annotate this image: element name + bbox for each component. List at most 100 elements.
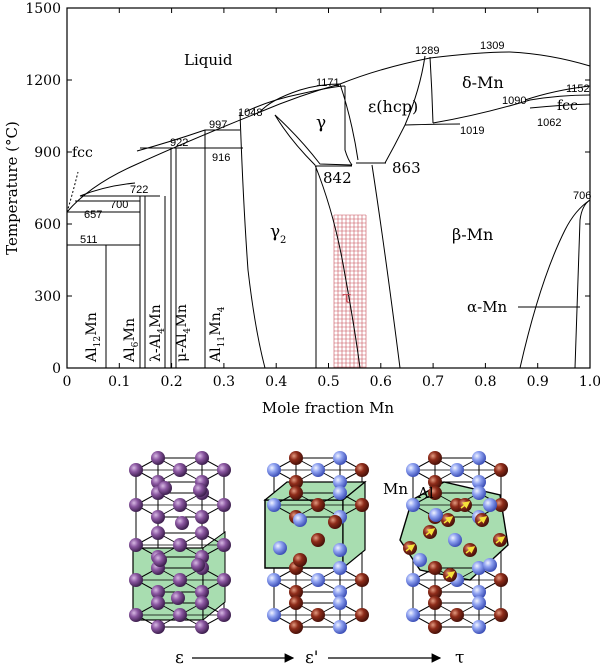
purple-atom bbox=[195, 620, 209, 634]
purple-atom bbox=[173, 538, 187, 552]
fcc-right-lower bbox=[529, 103, 591, 109]
fcc-right-upper bbox=[524, 85, 591, 101]
purple-atom bbox=[129, 463, 143, 477]
beta-right bbox=[519, 199, 591, 369]
compound-label: μ-Al4 Mn bbox=[174, 304, 193, 362]
mn-atom bbox=[355, 498, 369, 512]
al-atom bbox=[311, 463, 325, 477]
fcc-left-boundary bbox=[66, 171, 79, 213]
phase-diagram: 0 0.1 0.2 0.3 0.4 0.5 0.6 0.7 0.8 0.9 1.0 0 300 600 9… bbox=[3, 1, 600, 417]
al-atom bbox=[429, 508, 443, 522]
al-atom bbox=[333, 451, 347, 465]
epsilon-structure bbox=[129, 451, 231, 634]
temp-label: 511 bbox=[80, 234, 98, 246]
phase-delta-mn: δ-Mn bbox=[462, 73, 504, 92]
x-tick-label: 0.1 bbox=[108, 374, 130, 390]
purple-atom bbox=[175, 516, 189, 530]
purple-atom bbox=[173, 463, 187, 477]
phase-gamma: γ bbox=[316, 113, 326, 133]
phase-liquid: Liquid bbox=[184, 51, 233, 69]
al-atom bbox=[406, 573, 420, 587]
temp-label: 922 bbox=[170, 137, 188, 149]
spin-arrow bbox=[443, 516, 454, 524]
phase-fcc-right: fcc bbox=[557, 98, 578, 114]
mn-atom bbox=[311, 498, 325, 512]
purple-atom bbox=[173, 573, 187, 587]
mn-atom bbox=[355, 463, 369, 477]
liquidus-line bbox=[66, 51, 591, 213]
purple-atom bbox=[195, 596, 209, 610]
purple-atom bbox=[151, 596, 165, 610]
al-atom bbox=[472, 451, 486, 465]
y-tick-label: 1200 bbox=[25, 73, 61, 89]
x-tick-label: 0.4 bbox=[265, 374, 287, 390]
purple-atom bbox=[129, 498, 143, 512]
mn-atom bbox=[428, 596, 442, 610]
temp-label: 863 bbox=[392, 159, 421, 177]
mn-atom bbox=[494, 608, 508, 622]
al-atom bbox=[472, 486, 486, 500]
temp-label: 916 bbox=[212, 152, 230, 164]
y-axis: 0 300 600 900 1200 1500 bbox=[25, 1, 590, 377]
al-atom bbox=[406, 498, 420, 512]
mn-atom bbox=[494, 463, 508, 477]
mn-atom bbox=[428, 486, 442, 500]
y-tick-label: 1500 bbox=[25, 1, 61, 17]
al-atom bbox=[333, 585, 347, 599]
y-tick-label: 0 bbox=[52, 361, 61, 377]
mn-atom bbox=[289, 596, 303, 610]
al-atom bbox=[293, 513, 307, 527]
mn-atom bbox=[428, 561, 442, 575]
spin-arrow bbox=[465, 546, 476, 554]
phase-epsilon-hcp: ε(hcp) bbox=[368, 97, 418, 116]
mn-atom bbox=[494, 498, 508, 512]
al-atom bbox=[267, 608, 281, 622]
temp-label: 1090 bbox=[502, 95, 526, 107]
alpha-boundary bbox=[574, 199, 591, 369]
al-atom bbox=[472, 596, 486, 610]
spin-arrow bbox=[405, 544, 416, 552]
phase-gamma2: γ 2 bbox=[270, 222, 286, 246]
al-atom bbox=[483, 558, 497, 572]
delta-lower bbox=[432, 94, 591, 124]
gamma-left bbox=[259, 83, 341, 113]
purple-atom bbox=[151, 526, 165, 540]
al-atom bbox=[448, 533, 462, 547]
al-atom bbox=[267, 573, 281, 587]
purple-atom bbox=[217, 463, 231, 477]
x-axis: 0 0.1 0.2 0.3 0.4 0.5 0.6 0.7 0.8 0.9 1.0 bbox=[63, 8, 600, 390]
atom-label-al: Al bbox=[417, 484, 434, 502]
purple-atom bbox=[193, 483, 207, 497]
al-atom bbox=[406, 463, 420, 477]
y-axis-label: Temperature (°C) bbox=[3, 121, 21, 255]
mn-atom bbox=[494, 573, 508, 587]
sequence-epsilon: ε bbox=[175, 648, 184, 668]
compound-label: Al12 Mn bbox=[84, 312, 103, 363]
mn-atom bbox=[289, 475, 303, 489]
mn-atom bbox=[311, 533, 325, 547]
mn-atom bbox=[428, 620, 442, 634]
y-tick-label: 600 bbox=[34, 217, 61, 233]
sequence-tau: τ bbox=[455, 648, 464, 668]
purple-atom bbox=[153, 553, 167, 567]
temp-label: 1171 bbox=[316, 77, 340, 89]
x-tick-label: 0 bbox=[63, 374, 72, 390]
compound-labels: Al12 Mn Al6 Mn λ-Al4 Mn μ-Al4 Mn Al11 Mn4 bbox=[84, 304, 227, 363]
mn-atom bbox=[328, 515, 342, 529]
purple-atom bbox=[217, 498, 231, 512]
y-tick-label: 300 bbox=[34, 289, 61, 305]
spin-arrow bbox=[477, 516, 488, 524]
temp-label: 1019 bbox=[460, 125, 484, 137]
temp-label: 657 bbox=[84, 209, 102, 221]
mn-atom bbox=[289, 451, 303, 465]
epsilon-right2 bbox=[429, 56, 434, 124]
al-atom bbox=[267, 463, 281, 477]
x-tick-label: 0.3 bbox=[213, 374, 235, 390]
gamma-bottom bbox=[274, 114, 353, 166]
phase-boundaries bbox=[66, 51, 591, 369]
phase-gamma2-main: γ bbox=[270, 222, 280, 242]
purple-atom bbox=[129, 538, 143, 552]
purple-atom bbox=[151, 585, 165, 599]
purple-atom bbox=[217, 573, 231, 587]
mn-atom bbox=[289, 585, 303, 599]
